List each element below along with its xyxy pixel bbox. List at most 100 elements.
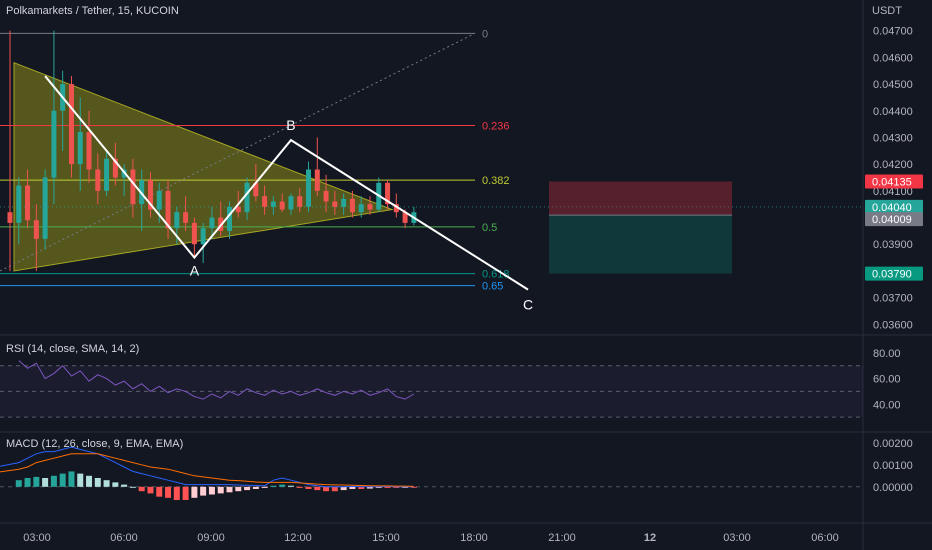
macd-histogram-bar: [305, 486, 312, 489]
macd-label: MACD (12, 26, close, 9, EMA, EMA): [6, 438, 184, 450]
price-tick-label: 0.04700: [873, 26, 913, 38]
candle-body: [358, 204, 364, 213]
macd-histogram-bar: [112, 482, 119, 487]
price-tick-label: 0.04100: [873, 186, 913, 198]
fib-level-label: 0.382: [482, 175, 510, 187]
fib-level-label: 0.618: [482, 269, 510, 281]
rsi-tick-label: 80.00: [873, 348, 901, 360]
macd-histogram-bar: [217, 486, 224, 494]
macd-histogram-bar: [182, 486, 189, 500]
macd-histogram-bar: [279, 484, 286, 487]
macd-tick-label: 0.00100: [873, 460, 913, 472]
macd-histogram-bar: [235, 486, 242, 492]
macd-histogram-bar: [24, 478, 31, 487]
stop-zone: [549, 215, 732, 274]
macd-histogram-bar: [323, 486, 330, 492]
signal-line: [0, 453, 414, 487]
candle-body: [279, 201, 285, 210]
time-tick-label: 09:00: [197, 532, 225, 544]
macd-histogram-bar: [252, 486, 259, 489]
candle-body: [332, 201, 338, 207]
candle-body: [349, 198, 355, 213]
time-tick-label: 03:00: [23, 532, 51, 544]
macd-histogram-bar: [296, 486, 303, 488]
macd-histogram-bar: [191, 486, 198, 498]
macd-histogram-bar: [314, 486, 321, 491]
macd-histogram-bar: [366, 486, 373, 489]
candle-body: [7, 212, 13, 223]
candle-body: [130, 169, 136, 205]
time-tick-label: 06:00: [811, 532, 839, 544]
rsi-line: [18, 360, 415, 400]
macd-histogram-bar: [138, 486, 145, 492]
candle-body: [235, 206, 241, 213]
price-tick-label: 0.03700: [873, 293, 913, 305]
macd-histogram-bar: [156, 486, 163, 497]
rsi-label: RSI (14, close, SMA, 14, 2): [6, 343, 140, 355]
pattern-point-label: C: [523, 297, 533, 313]
time-tick-label: 12: [644, 532, 656, 544]
rsi-band: [0, 365, 863, 418]
candle-body: [104, 158, 110, 191]
pattern-point-label: B: [286, 117, 295, 133]
macd-histogram-bar: [129, 486, 136, 488]
fib-trend-line: [0, 32, 476, 272]
candle-body: [112, 158, 118, 178]
price-tag: [865, 212, 923, 227]
macd-histogram-bar: [86, 475, 93, 487]
candle-body: [165, 190, 171, 229]
price-tick-label: 0.04300: [873, 132, 913, 144]
macd-histogram-bar: [261, 486, 268, 488]
candle-body: [314, 169, 320, 191]
candle-body: [174, 212, 180, 229]
macd-histogram-bar: [50, 475, 57, 487]
candle-body: [385, 182, 391, 205]
abc-pattern: [44, 75, 529, 291]
candle-body: [42, 177, 48, 239]
candle-body: [288, 196, 294, 210]
candle-body: [86, 132, 92, 170]
macd-histogram-bar: [384, 486, 391, 488]
price-tag-label: 0.03790: [872, 269, 912, 281]
time-tick-label: 15:00: [372, 532, 400, 544]
macd-histogram-bar: [287, 485, 294, 487]
candle-body: [77, 132, 83, 165]
price-tick-label: 0.04400: [873, 106, 913, 118]
candle-body: [156, 190, 162, 210]
macd-tick-label: 0.00000: [873, 482, 913, 494]
time-tick-label: 03:00: [723, 532, 751, 544]
macd-histogram-bar: [121, 484, 128, 487]
macd-histogram-bar: [393, 486, 400, 488]
macd-histogram-bar: [244, 486, 251, 491]
macd-histogram-bar: [147, 486, 154, 494]
macd-histogram-bar: [226, 486, 233, 493]
macd-histogram-bar: [375, 486, 382, 488]
macd-histogram-bar: [15, 480, 22, 487]
price-tag-label: 0.04040: [872, 202, 912, 214]
candle-body: [402, 212, 408, 223]
time-tick-label: 21:00: [548, 532, 576, 544]
macd-histogram-bar: [340, 486, 347, 491]
candle-body: [209, 217, 215, 229]
candle-body: [16, 185, 22, 223]
candle-body: [270, 201, 276, 207]
price-tag: [865, 174, 923, 189]
macd-histogram-bar: [42, 478, 49, 487]
price-tag: [865, 266, 923, 281]
candle-body: [367, 204, 373, 210]
pattern-point-label: A: [190, 263, 200, 279]
macd-tick-label: 0.00200: [873, 438, 913, 450]
time-tick-label: 18:00: [460, 532, 488, 544]
candle-body: [297, 196, 303, 207]
macd-histogram-bar: [200, 486, 207, 496]
macd-histogram-bar: [59, 473, 66, 487]
macd-histogram-bar: [349, 486, 356, 489]
macd-histogram-bar: [68, 471, 75, 487]
target-zone: [549, 181, 732, 216]
fib-level-label: 0.65: [482, 281, 503, 293]
price-tag: [865, 199, 923, 214]
macd-histogram-bar: [173, 486, 180, 500]
candle-body: [262, 196, 268, 207]
